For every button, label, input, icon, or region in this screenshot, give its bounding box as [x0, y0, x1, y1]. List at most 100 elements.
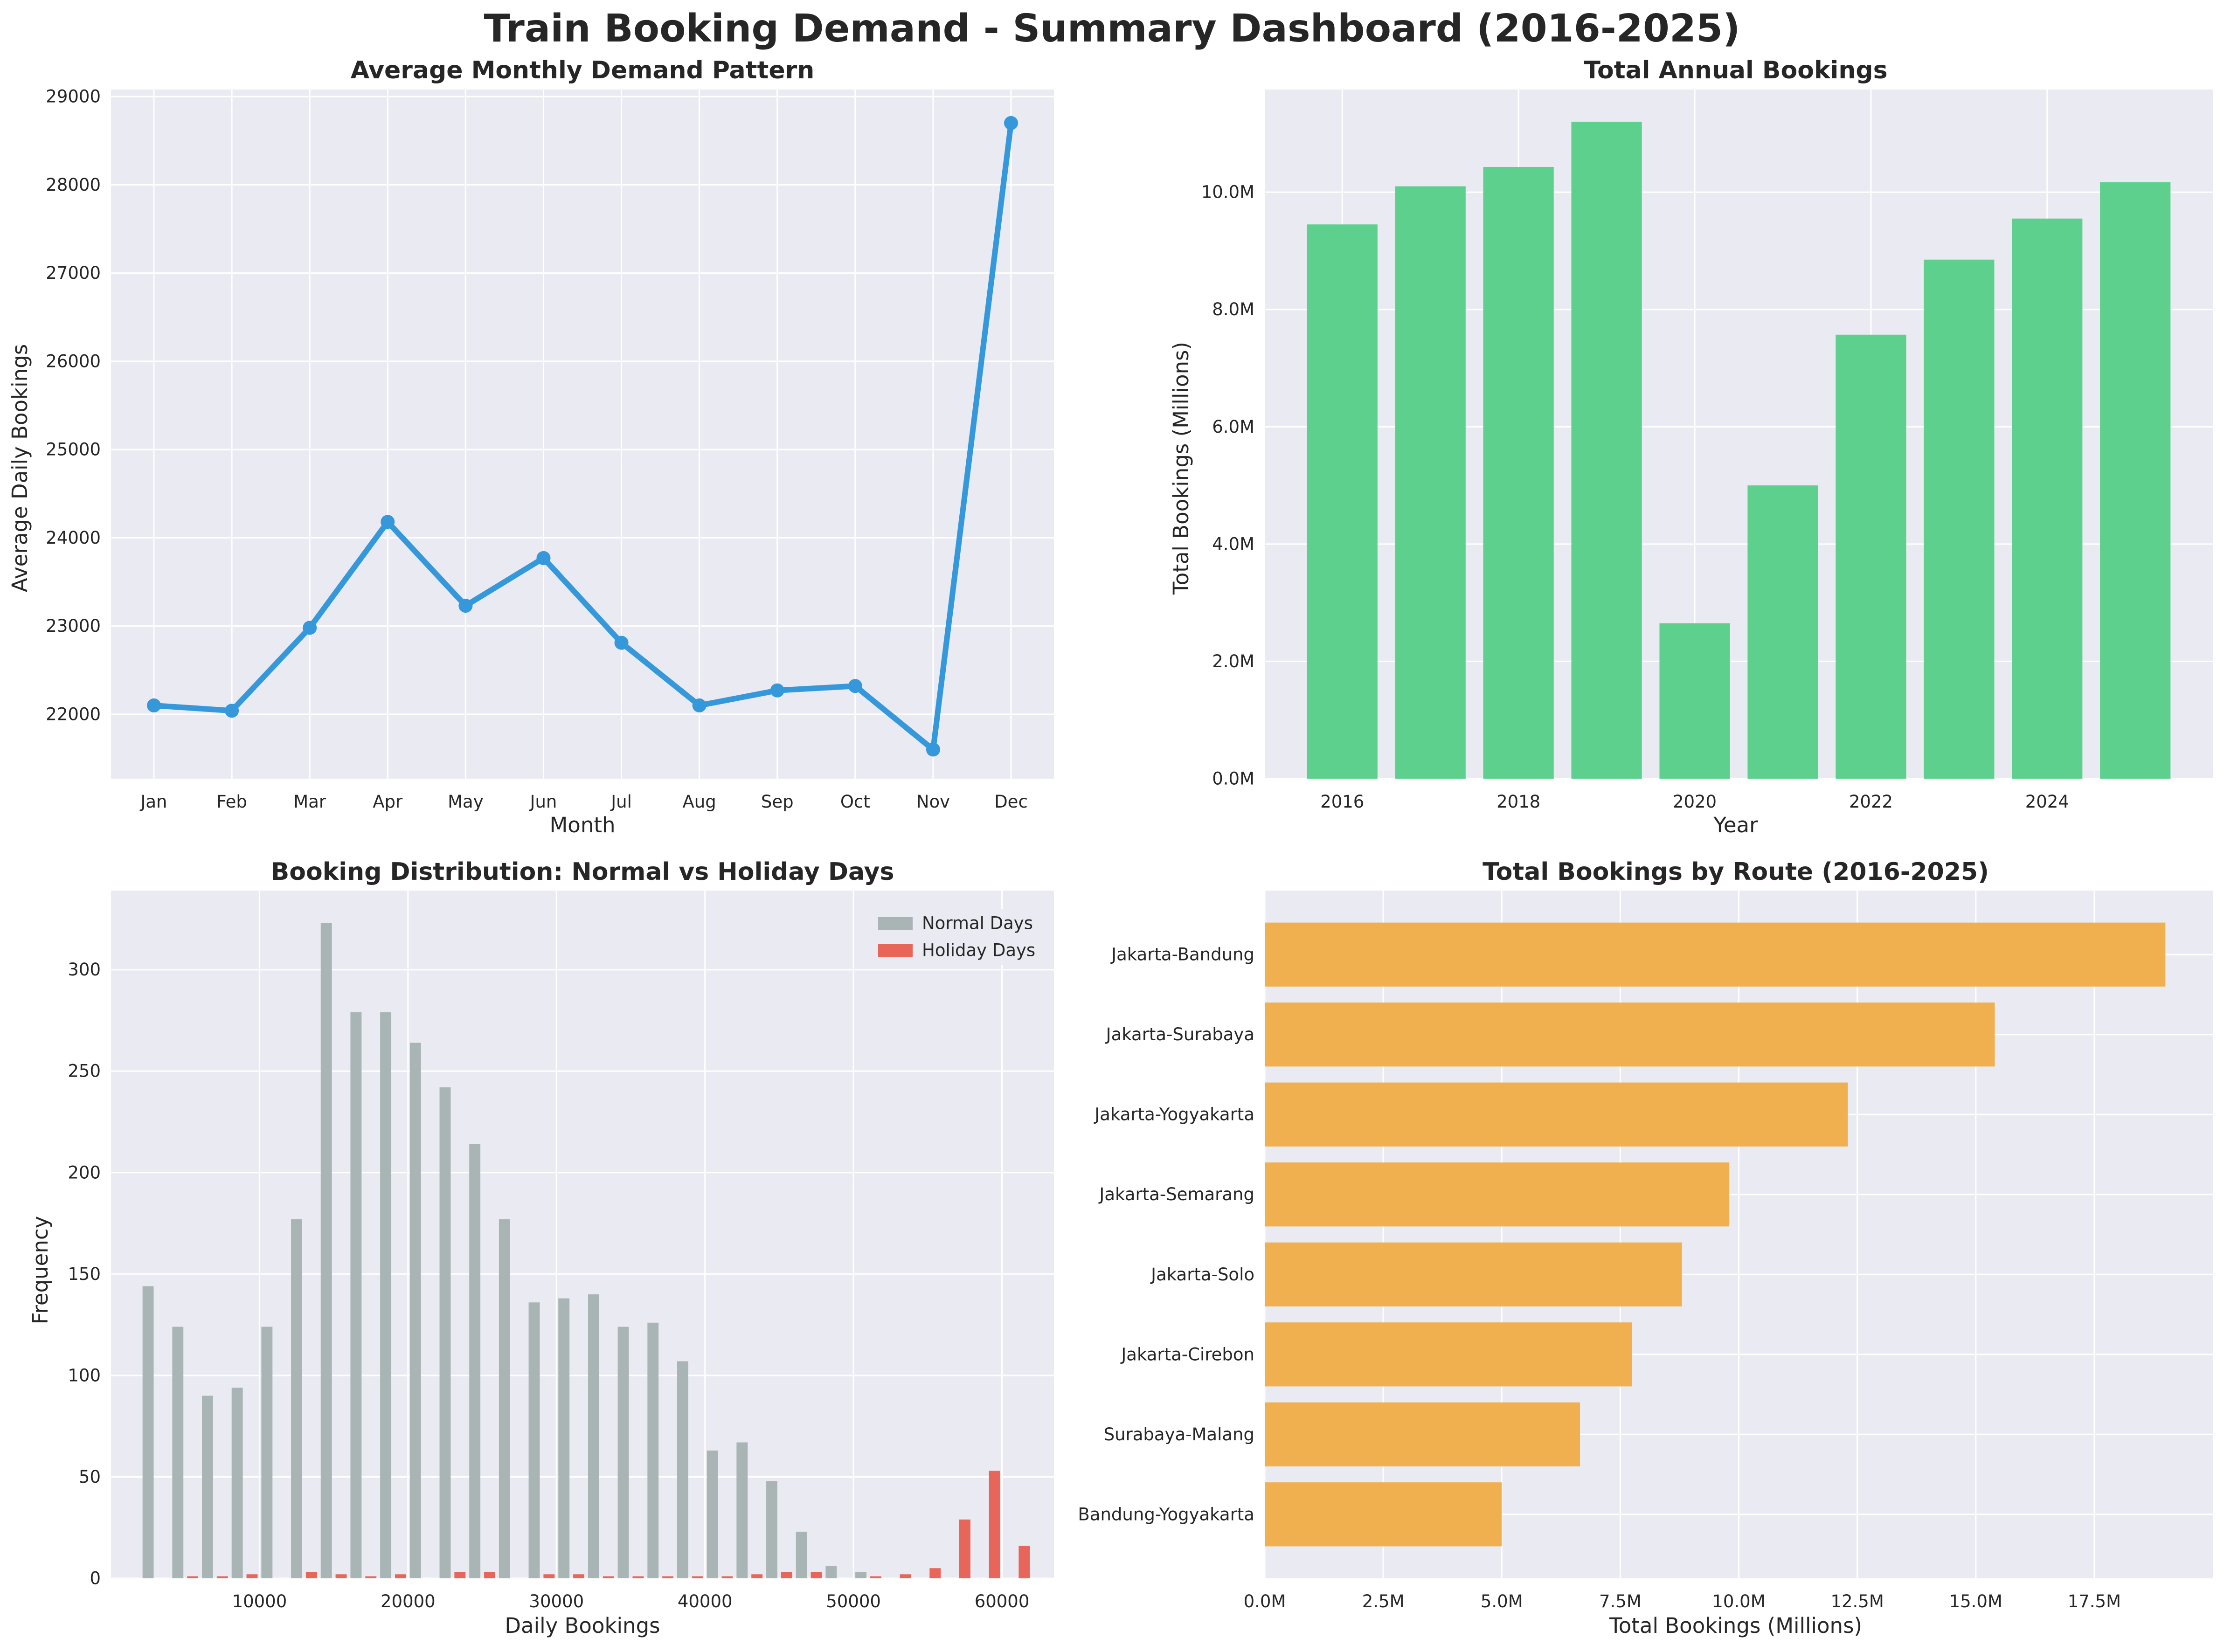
monthly-data-point	[536, 551, 551, 565]
monthly-plot-area	[111, 90, 1054, 779]
distribution-legend-box	[870, 909, 1047, 965]
annual-bar	[1836, 334, 1906, 779]
holiday-days-bar	[454, 1572, 466, 1578]
annual-bar	[1924, 259, 1995, 779]
holiday-days-bar	[246, 1574, 258, 1578]
normal-days-bar	[261, 1327, 273, 1578]
distribution-y-tick-label: 200	[68, 1162, 101, 1182]
annual-bar	[1747, 485, 1818, 779]
normal-days-bar	[291, 1219, 302, 1578]
route-x-tick-label: 0.0M	[1244, 1591, 1286, 1611]
distribution-y-tick-label: 300	[68, 960, 101, 980]
annual-bar	[1659, 623, 1730, 779]
normal-days-bar	[796, 1531, 807, 1578]
monthly-x-tick-label: Apr	[373, 792, 403, 812]
route-bar	[1265, 1082, 1848, 1147]
monthly-y-axis-label: Average Daily Bookings	[7, 344, 32, 592]
annual-y-tick-label: 6.0M	[1212, 417, 1254, 437]
route-category-label: Jakarta-Semarang	[1098, 1184, 1254, 1204]
distribution-y-tick-label: 100	[68, 1365, 101, 1385]
holiday-days-bar	[1018, 1546, 1030, 1578]
route-bar	[1265, 1482, 1502, 1547]
route-x-tick-label: 5.0M	[1481, 1591, 1523, 1611]
annual-x-tick-label: 2024	[2025, 792, 2069, 812]
annual-x-tick-label: 2022	[1849, 792, 1893, 812]
monthly-x-tick-label: May	[448, 792, 484, 812]
route-category-label: Surabaya-Malang	[1104, 1424, 1254, 1445]
monthly-y-tick-label: 25000	[46, 440, 101, 460]
booking-distribution-chart: Booking Distribution: Normal vs Holiday …	[28, 858, 1054, 1638]
normal-days-bar	[588, 1294, 599, 1578]
monthly-y-tick-label: 26000	[46, 351, 101, 371]
monthly-x-tick-label: Aug	[683, 792, 716, 812]
monthly-x-tick-label: Dec	[994, 792, 1028, 812]
holiday-days-bar	[870, 1576, 881, 1578]
normal-days-bar	[528, 1302, 540, 1578]
route-category-label: Jakarta-Cirebon	[1120, 1344, 1254, 1364]
legend-swatch-normal	[878, 917, 913, 930]
annual-bar	[1483, 167, 1554, 779]
route-x-axis-label: Total Bookings (Millions)	[1609, 1613, 1862, 1638]
holiday-days-bar	[662, 1576, 674, 1578]
holiday-days-bar	[721, 1576, 733, 1578]
monthly-x-tick-label: Jan	[139, 792, 167, 812]
normal-days-bar	[707, 1450, 718, 1578]
distribution-x-axis-label: Daily Bookings	[505, 1613, 660, 1638]
monthly-x-tick-label: Nov	[916, 792, 950, 812]
normal-days-bar	[558, 1298, 570, 1578]
monthly-chart-title: Average Monthly Demand Pattern	[351, 56, 815, 84]
legend-label-normal: Normal Days	[922, 913, 1033, 933]
distribution-x-tick-label: 60000	[975, 1591, 1030, 1611]
holiday-days-bar	[632, 1576, 644, 1578]
route-bar	[1265, 1402, 1580, 1466]
normal-days-bar	[825, 1566, 837, 1578]
holiday-days-bar	[989, 1471, 1000, 1578]
distribution-x-tick-label: 40000	[678, 1591, 733, 1611]
route-bar	[1265, 1322, 1632, 1387]
distribution-x-tick-label: 20000	[381, 1591, 436, 1611]
distribution-x-tick-label: 10000	[232, 1591, 287, 1611]
holiday-days-bar	[365, 1576, 377, 1578]
holiday-days-bar	[811, 1572, 822, 1578]
distribution-chart-title: Booking Distribution: Normal vs Holiday …	[271, 858, 894, 886]
annual-x-tick-label: 2016	[1320, 792, 1364, 812]
monthly-data-point	[381, 515, 395, 529]
monthly-y-tick-label: 28000	[46, 175, 101, 195]
normal-days-bar	[766, 1481, 777, 1578]
holiday-days-bar	[959, 1519, 970, 1578]
holiday-days-bar	[484, 1572, 495, 1578]
route-bookings-chart: Total Bookings by Route (2016-2025) Tota…	[1078, 858, 2213, 1638]
monthly-data-point	[848, 679, 862, 693]
monthly-y-tick-label: 23000	[46, 616, 101, 636]
distribution-y-axis-label: Frequency	[28, 1216, 53, 1324]
route-x-tick-label: 15.0M	[1949, 1591, 2002, 1611]
normal-days-bar	[647, 1322, 659, 1578]
route-category-label: Jakarta-Bandung	[1110, 945, 1254, 965]
distribution-x-tick-label: 50000	[826, 1591, 881, 1611]
normal-days-bar	[350, 1012, 362, 1578]
holiday-days-bar	[900, 1574, 911, 1578]
annual-bar	[1307, 224, 1378, 779]
holiday-days-bar	[335, 1574, 347, 1578]
holiday-days-bar	[603, 1576, 614, 1578]
route-bar	[1265, 922, 2166, 987]
monthly-y-tick-label: 29000	[46, 87, 101, 107]
monthly-y-tick-label: 22000	[46, 704, 101, 724]
holiday-days-bar	[781, 1572, 792, 1578]
route-chart-title: Total Bookings by Route (2016-2025)	[1483, 858, 1989, 886]
monthly-data-point	[926, 742, 940, 757]
route-category-label: Jakarta-Surabaya	[1105, 1024, 1254, 1044]
monthly-x-tick-label: Oct	[840, 792, 870, 812]
annual-chart-title: Total Annual Bookings	[1584, 56, 1887, 84]
distribution-y-tick-label: 50	[79, 1467, 101, 1487]
holiday-days-bar	[543, 1574, 555, 1578]
annual-y-tick-label: 10.0M	[1201, 182, 1254, 202]
monthly-data-point	[692, 698, 707, 712]
monthly-data-point	[225, 704, 239, 718]
holiday-days-bar	[929, 1568, 941, 1578]
annual-bar	[2100, 182, 2171, 779]
normal-days-bar	[469, 1144, 481, 1578]
route-x-tick-label: 17.5M	[2068, 1591, 2121, 1611]
monthly-x-tick-label: Feb	[216, 792, 247, 812]
monthly-data-point	[147, 698, 161, 712]
